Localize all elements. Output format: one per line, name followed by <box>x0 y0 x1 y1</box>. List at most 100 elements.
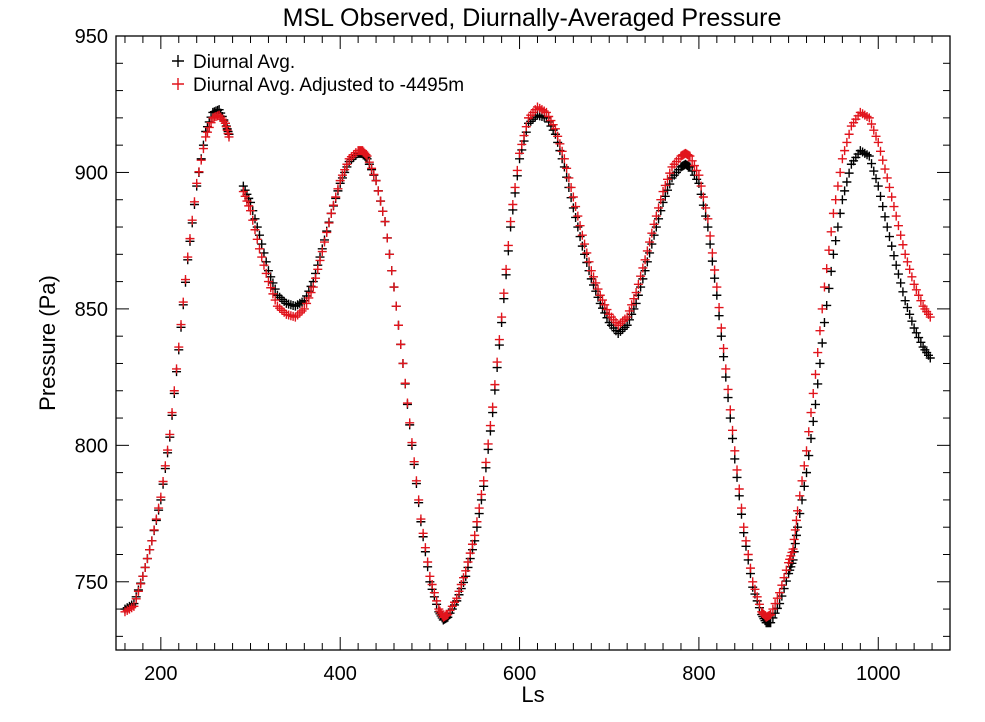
data-point <box>290 312 300 322</box>
data-point <box>238 187 248 197</box>
data-point <box>840 186 850 196</box>
data-point <box>665 179 675 189</box>
y-tick-label: 750 <box>75 572 108 594</box>
data-point <box>559 162 569 172</box>
data-point <box>160 461 170 471</box>
data-point <box>591 286 601 296</box>
data-point <box>766 610 776 620</box>
data-point <box>488 402 498 412</box>
data-point <box>376 196 386 206</box>
data-point <box>396 339 406 349</box>
data-point <box>824 245 834 255</box>
y-tick-label: 900 <box>75 162 108 184</box>
data-point <box>337 170 347 180</box>
data-point <box>378 206 388 216</box>
data-point <box>250 225 260 235</box>
data-point <box>490 380 500 390</box>
data-point <box>204 122 214 132</box>
data-point <box>777 580 787 590</box>
data-point <box>512 165 522 175</box>
data-point <box>909 323 919 333</box>
data-point <box>385 249 395 259</box>
data-point <box>519 131 529 141</box>
data-point <box>878 202 888 212</box>
data-point <box>257 239 267 249</box>
data-point <box>362 151 372 161</box>
data-point <box>645 248 655 258</box>
data-point <box>127 603 137 613</box>
data-point <box>432 596 442 606</box>
data-point <box>250 214 260 224</box>
data-point <box>770 599 780 609</box>
data-point <box>884 182 894 192</box>
y-tick-label: 950 <box>75 26 108 48</box>
data-point <box>878 155 888 165</box>
data-point <box>450 597 460 607</box>
data-point <box>802 468 812 478</box>
data-point <box>710 265 720 275</box>
data-point <box>822 264 832 274</box>
data-point <box>898 287 908 297</box>
data-point <box>710 273 720 283</box>
data-point <box>340 165 350 175</box>
series-adjusted <box>120 102 935 622</box>
data-point <box>907 272 917 282</box>
data-point <box>663 185 673 195</box>
data-point <box>369 169 379 179</box>
data-point <box>734 484 744 494</box>
data-point <box>580 249 590 259</box>
data-point <box>176 320 186 330</box>
data-point <box>297 297 307 307</box>
data-point <box>911 285 921 295</box>
data-point <box>730 446 740 456</box>
data-point <box>880 212 890 222</box>
data-point <box>445 605 455 615</box>
data-point <box>577 230 587 240</box>
data-point <box>142 554 152 564</box>
data-point <box>790 525 800 535</box>
data-point <box>685 151 695 161</box>
data-point <box>456 580 466 590</box>
data-point <box>615 318 625 328</box>
data-point <box>884 232 894 242</box>
data-point <box>707 256 717 266</box>
data-point <box>813 379 823 389</box>
data-point <box>133 586 143 596</box>
data-point <box>425 571 435 581</box>
data-point <box>297 306 307 316</box>
data-point <box>476 489 486 499</box>
data-point <box>564 173 574 183</box>
data-point <box>499 288 509 298</box>
data-point <box>719 352 729 362</box>
data-point <box>880 164 890 174</box>
data-point <box>642 246 652 256</box>
data-point <box>788 544 798 554</box>
data-point <box>467 539 477 549</box>
data-point <box>654 203 664 213</box>
data-point <box>593 284 603 294</box>
y-tick-label: 850 <box>75 299 108 321</box>
data-point <box>799 481 809 491</box>
data-point <box>725 413 735 423</box>
data-point <box>178 297 188 307</box>
data-point <box>521 122 531 132</box>
data-point <box>844 168 854 178</box>
data-point <box>705 231 715 241</box>
data-point <box>791 530 801 540</box>
data-point <box>189 197 199 207</box>
data-point <box>837 154 847 164</box>
data-point <box>454 586 464 596</box>
data-point <box>828 208 838 218</box>
legend-label-diurnal-avg: Diurnal Avg. <box>193 52 295 73</box>
data-point <box>201 132 211 142</box>
data-point <box>631 298 641 308</box>
data-point <box>192 178 202 188</box>
data-point <box>165 429 175 439</box>
data-point <box>721 372 731 382</box>
data-point <box>871 131 881 141</box>
data-point <box>620 322 630 332</box>
data-point <box>154 503 164 513</box>
data-point <box>613 328 623 338</box>
data-point <box>174 342 184 352</box>
data-point <box>833 181 843 191</box>
